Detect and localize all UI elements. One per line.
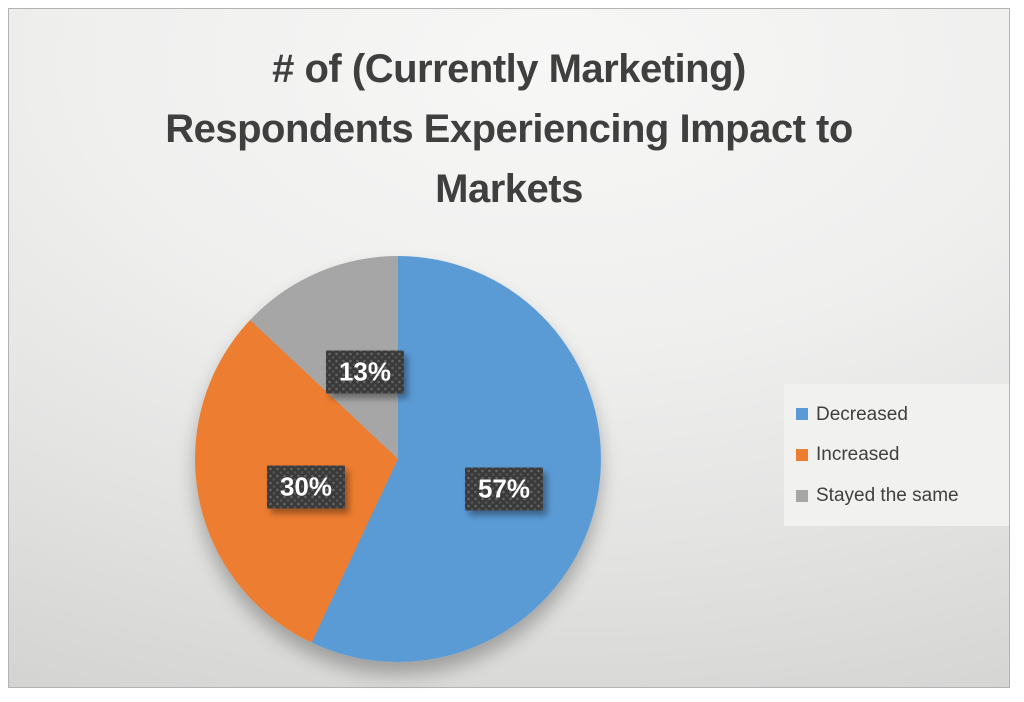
legend-label-decreased: Decreased [816,403,908,425]
pie-slices [195,256,601,662]
legend-swatch-increased-icon [796,448,808,461]
chart-title-line-1: # of (Currently Marketing) [272,47,746,91]
chart-title: # of (Currently Marketing) Respondents E… [9,39,1009,219]
legend-swatch-stayed-same-icon [796,489,808,502]
data-label-increased: 30% [267,466,345,509]
chart-area: # of (Currently Marketing) Respondents E… [8,8,1010,688]
data-label-decreased: 57% [465,468,543,511]
chart-title-line-3: Markets [435,167,583,211]
legend-item-decreased: Decreased [796,405,1009,424]
legend-label-stayed-same: Stayed the same [816,485,959,507]
legend-swatch-decreased-icon [796,408,808,421]
legend: Decreased Increased Stayed the same [784,384,1009,526]
legend-item-stayed-same: Stayed the same [796,486,1009,505]
legend-label-increased: Increased [816,444,900,466]
data-label-stayed-same: 13% [326,351,404,394]
pie-chart [195,256,601,662]
chart-title-line-2: Respondents Experiencing Impact to [165,107,853,151]
legend-item-increased: Increased [796,445,1009,464]
